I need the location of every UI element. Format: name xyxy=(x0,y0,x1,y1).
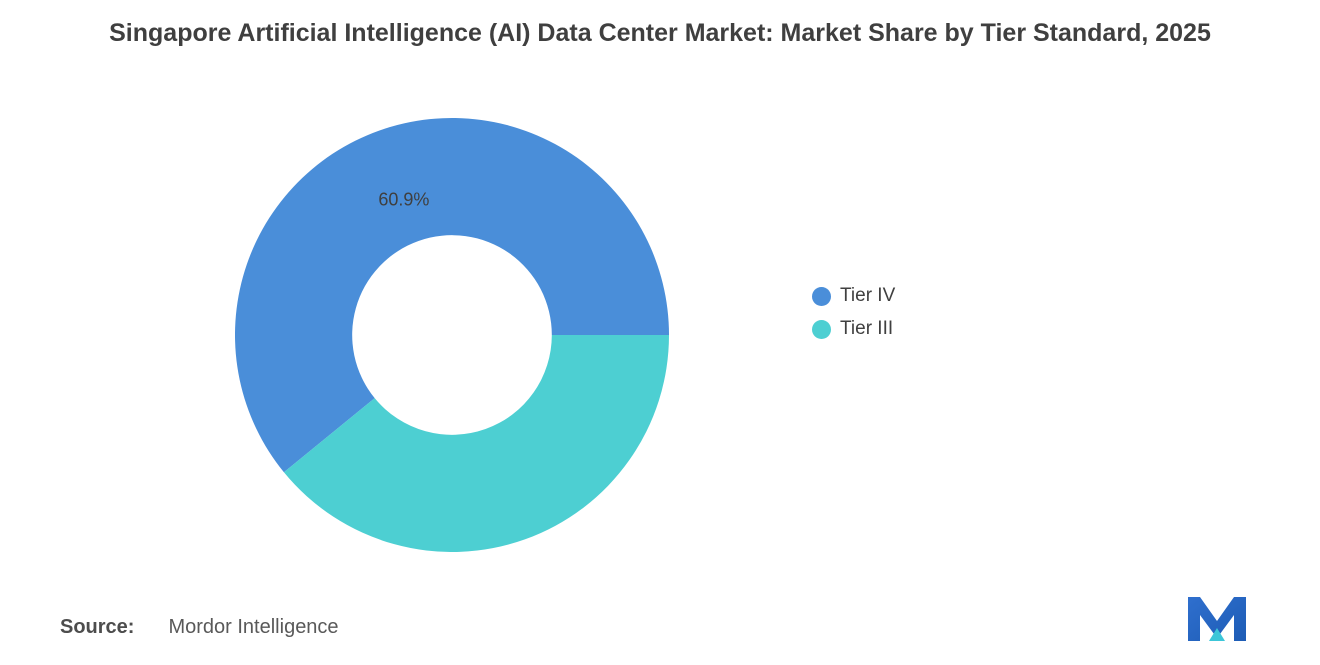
source-line: Source: Mordor Intelligence xyxy=(60,616,339,639)
legend-label-tier-iv: Tier IV xyxy=(840,285,896,306)
legend-marker-tier-iii-icon xyxy=(812,319,831,339)
source-text: Mordor Intelligence xyxy=(168,616,339,638)
chart-title-text: Singapore Artificial Intelligence (AI) D… xyxy=(109,19,1211,47)
legend-label-tier-iii: Tier III xyxy=(840,318,894,339)
legend-item-tier-iii[interactable]: Tier III xyxy=(812,318,895,340)
slice-tier-iii[interactable] xyxy=(283,335,669,552)
legend: Tier IV Tier III xyxy=(812,285,895,351)
donut-chart-svg xyxy=(235,118,669,552)
slice-tier-iv[interactable] xyxy=(235,118,669,473)
legend-marker-tier-iv-icon xyxy=(812,286,831,306)
mordor-intelligence-logo-icon xyxy=(1188,597,1246,641)
legend-item-tier-iv[interactable]: Tier IV xyxy=(812,285,895,307)
source-label: Source: xyxy=(60,616,135,638)
chart-title: Singapore Artificial Intelligence (AI) D… xyxy=(0,12,1320,51)
mordor-intelligence-logo xyxy=(1188,597,1246,641)
donut-chart xyxy=(235,118,669,552)
